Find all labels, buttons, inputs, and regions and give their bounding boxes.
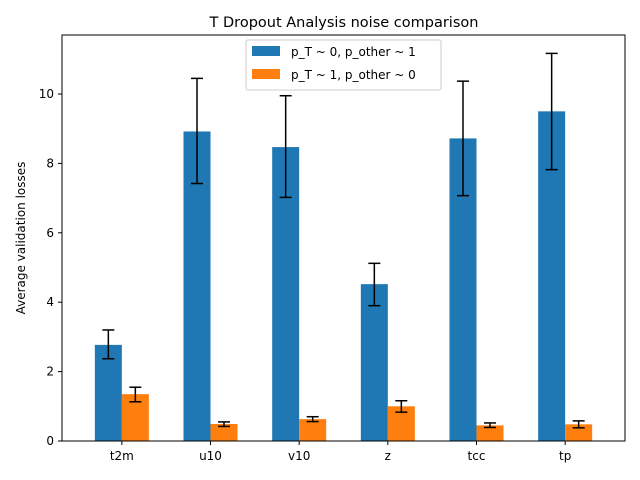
x-tick-label-t2m: t2m <box>110 449 134 463</box>
x-tick-label-u10: u10 <box>199 449 222 463</box>
y-axis-label: Average validation losses <box>14 162 28 315</box>
bar-u10-series-2 <box>210 423 238 441</box>
y-axis: 0 2 4 6 8 10 <box>39 87 62 448</box>
error-bars-layer <box>102 52 585 429</box>
legend-box <box>245 39 442 91</box>
y-tick-label-4: 4 <box>46 295 54 309</box>
x-tick-label-tcc: tcc <box>468 449 486 463</box>
legend-swatch-series-2 <box>252 69 280 79</box>
legend: p_T ~ 0, p_other ~ 1 p_T ~ 1, p_other ~ … <box>245 39 442 91</box>
legend-swatch-series-1 <box>252 46 280 56</box>
legend-label-series-2: p_T ~ 1, p_other ~ 0 <box>291 68 416 82</box>
chart-title: T Dropout Analysis noise comparison <box>209 15 479 31</box>
x-tick-label-v10: v10 <box>288 449 310 463</box>
y-tick-label-8: 8 <box>46 156 54 170</box>
bar-t2m-series-1 <box>94 344 122 441</box>
x-axis: t2m u10 v10 z tcc tp <box>110 441 571 463</box>
bar-tcc-series-2 <box>476 425 504 441</box>
bar-z-series-1 <box>360 284 388 441</box>
legend-label-series-1: p_T ~ 0, p_other ~ 1 <box>291 45 416 59</box>
y-tick-label-2: 2 <box>46 365 54 379</box>
x-tick-label-z: z <box>385 449 391 463</box>
plot-frame <box>61 34 626 442</box>
bar-v10-series-2 <box>299 419 327 441</box>
bar-tp-series-2 <box>565 424 593 441</box>
y-tick-label-6: 6 <box>46 226 54 240</box>
y-tick-label-10: 10 <box>39 87 54 101</box>
x-tick-label-tp: tp <box>559 449 571 463</box>
y-tick-label-0: 0 <box>46 434 54 448</box>
